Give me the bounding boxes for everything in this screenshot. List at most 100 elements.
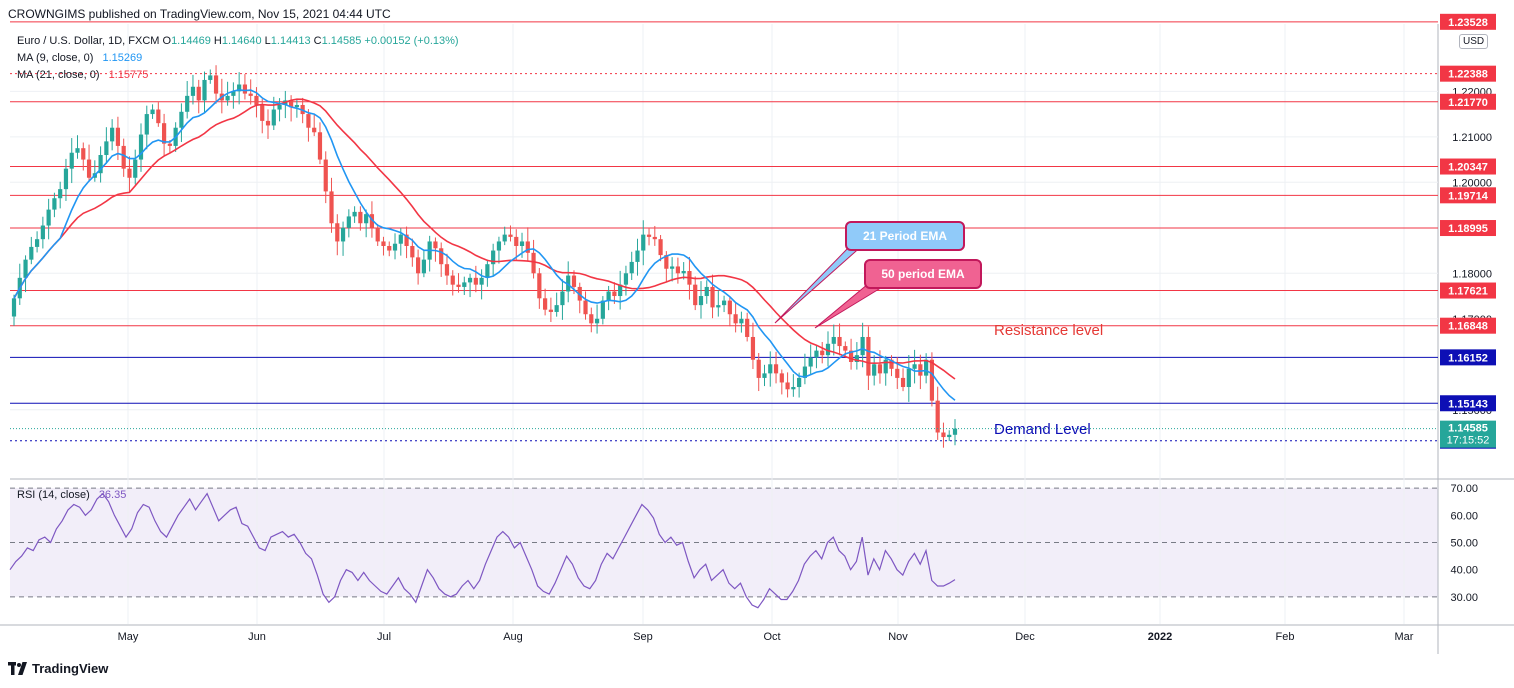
candle-body	[323, 159, 328, 192]
candle-body	[848, 350, 854, 362]
time-tick-label: Nov	[888, 631, 908, 643]
time-tick-label: Jun	[248, 631, 266, 643]
level-badge	[1440, 65, 1496, 82]
candle-body	[456, 284, 461, 287]
candle-body	[525, 241, 530, 253]
candle-body	[467, 277, 473, 283]
candle-body	[571, 275, 577, 287]
tradingview-footer[interactable]: TradingView	[8, 661, 108, 676]
candle-body	[254, 95, 259, 105]
candle-body	[912, 364, 917, 369]
rsi-tick-label: 40.00	[1450, 565, 1478, 577]
candle-body	[872, 364, 877, 376]
level-badge	[1440, 317, 1496, 334]
symbol-name: Euro / U.S. Dollar, 1D, FXCM	[17, 35, 160, 47]
candle-body	[929, 359, 935, 401]
candle-body	[213, 75, 219, 94]
candle-body	[693, 284, 698, 306]
candle-body	[935, 400, 940, 433]
candle-body	[854, 355, 859, 362]
candle-body	[837, 336, 842, 347]
candle-body	[190, 86, 196, 96]
price-tick-label: 1.20000	[1452, 177, 1492, 189]
candle-body	[329, 191, 334, 224]
resistance-label: Resistance level	[994, 322, 1104, 339]
candle-body	[110, 127, 115, 142]
price-pane	[10, 24, 1438, 478]
current-price-label: 1.14585	[1448, 423, 1488, 435]
candle-body	[866, 336, 871, 376]
candle-body	[860, 336, 865, 356]
candle-body	[416, 257, 421, 274]
candle-body	[306, 114, 311, 128]
time-tick-label: May	[118, 631, 139, 643]
candle-body	[444, 264, 450, 276]
price-change: +0.00152 (+0.13%)	[364, 35, 459, 47]
candle-body	[831, 336, 836, 344]
candle-body	[606, 291, 611, 301]
level-badge	[1440, 349, 1496, 366]
candle-body	[248, 93, 253, 96]
candle-body	[889, 359, 894, 369]
candle-body	[745, 318, 750, 337]
candle-body	[63, 168, 69, 190]
candle-body	[900, 377, 906, 388]
candle-body	[785, 382, 790, 390]
candle-body	[779, 373, 784, 383]
ma21-legend: MA (21, close, 0) 1.15775	[17, 69, 148, 81]
candle-body	[404, 234, 409, 246]
candle-body	[698, 296, 704, 306]
candle-body	[104, 141, 109, 156]
candle-body	[802, 366, 808, 378]
level-badge	[1440, 282, 1496, 299]
candle-body	[185, 95, 190, 112]
candle-body	[161, 123, 167, 144]
candle-body	[392, 243, 398, 251]
candle-body	[762, 373, 767, 378]
rsi-tick-label: 50.00	[1450, 537, 1478, 549]
tradingview-logo-icon	[8, 662, 27, 675]
candle-body	[433, 241, 438, 249]
candle-body	[768, 364, 773, 374]
time-tick-label: Sep	[633, 631, 653, 643]
candle-body	[531, 252, 536, 274]
rsi-legend: RSI (14, close) 36.35	[17, 489, 126, 501]
candle-body	[583, 300, 588, 315]
candle-body	[410, 245, 415, 258]
candle-body	[69, 152, 74, 169]
candle-body	[508, 234, 513, 237]
currency-badge[interactable]: USD	[1459, 34, 1489, 49]
level-badge	[1440, 187, 1496, 204]
candle-body	[156, 109, 161, 124]
publish-header: CROWNGIMS published on TradingView.com, …	[8, 7, 391, 21]
candle-body	[664, 255, 669, 269]
candle-body	[750, 336, 756, 360]
candle-body	[710, 286, 715, 308]
countdown-label: 17:15:52	[1447, 435, 1490, 447]
candle-body	[514, 236, 519, 246]
candle-body	[23, 259, 28, 278]
ma9-line	[13, 88, 956, 401]
level-badge	[1440, 13, 1496, 30]
candle-body	[612, 291, 617, 297]
candle-body	[560, 291, 565, 306]
candle-body	[86, 159, 92, 178]
candle-body	[652, 236, 657, 240]
candle-body	[294, 104, 299, 108]
candle-body	[797, 377, 802, 388]
candle-body	[733, 314, 738, 324]
candle-body	[820, 350, 825, 356]
candle-body	[231, 91, 236, 96]
ema50-annotation: 50 period EMA	[864, 259, 982, 289]
candle-body	[317, 132, 323, 160]
candle-body	[52, 198, 57, 210]
candle-body	[618, 284, 623, 297]
candle-body	[450, 275, 455, 285]
candle-body	[375, 227, 380, 242]
level-badge-label: 1.18995	[1448, 223, 1488, 235]
candle-body	[947, 434, 952, 438]
candle-body	[519, 241, 525, 246]
candle-body	[739, 318, 744, 324]
candle-body	[646, 234, 652, 237]
